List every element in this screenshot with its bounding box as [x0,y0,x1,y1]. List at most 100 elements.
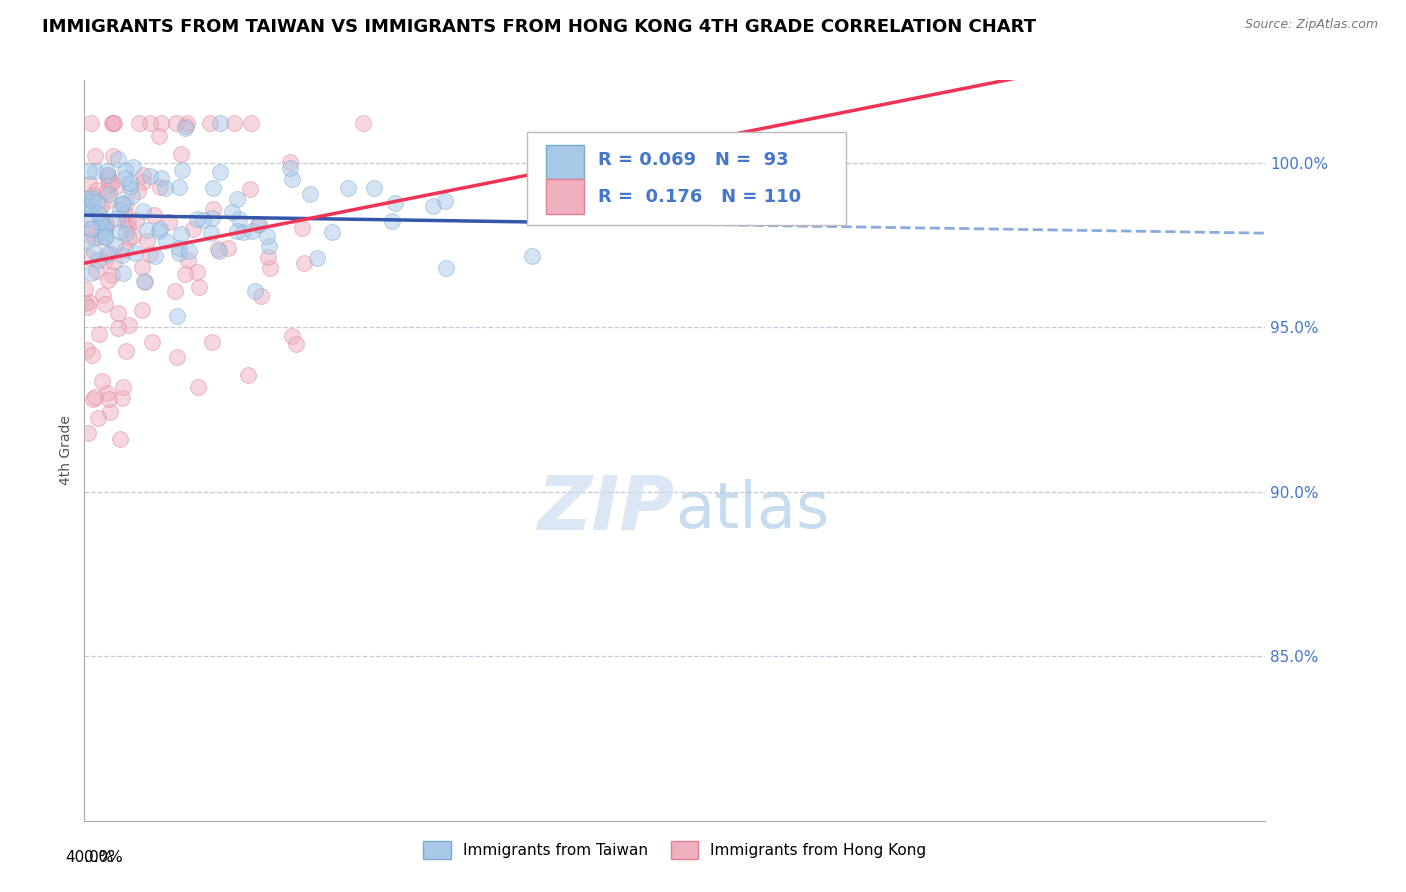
Point [87,253,110,268]
Point [111,195,134,210]
Point [98,392,121,406]
Point [202,181,225,195]
Point [77,220,100,235]
Point [83,390,105,404]
Point [149,222,172,236]
Point [200,211,222,226]
Point [141,335,163,350]
Point [150,171,173,186]
Point [97,168,120,182]
Point [256,228,278,243]
Point [105,211,128,226]
Point [118,231,141,245]
Point [77,300,100,314]
Point [98,187,121,202]
Point [75,282,97,296]
Point [222,116,245,130]
Point [174,119,197,133]
Point [103,116,125,130]
Point [114,163,136,178]
Point [97,177,120,191]
Point [209,116,232,130]
Point [104,238,127,252]
Point [281,172,304,186]
Point [94,297,117,311]
Point [79,266,101,280]
Text: R = 0.069   N =  93: R = 0.069 N = 93 [598,152,789,169]
Point [77,211,100,225]
Point [207,242,229,256]
Point [96,247,118,261]
Point [79,177,101,191]
Point [177,253,200,268]
Point [131,302,153,317]
Point [96,164,118,178]
Point [86,206,108,220]
Point [80,116,103,130]
Point [239,116,262,130]
Point [107,153,129,167]
Point [101,149,124,163]
Point [247,217,270,231]
Point [97,273,120,287]
Point [105,178,128,193]
Point [142,207,165,221]
Point [94,229,117,244]
Point [381,214,404,228]
Point [200,226,222,240]
Point [107,306,129,320]
Point [128,116,150,130]
Point [560,170,582,185]
Point [131,168,153,182]
Point [172,163,194,178]
Point [90,217,112,231]
Point [101,116,124,130]
Point [87,410,110,425]
Point [115,226,138,240]
Point [94,222,117,236]
Point [139,116,162,130]
Point [77,250,100,264]
Point [80,222,103,236]
Point [77,227,100,241]
Point [100,268,122,283]
Point [240,224,263,238]
Point [98,405,121,419]
Text: ZIP: ZIP [537,473,675,546]
Point [110,432,132,446]
Point [77,163,100,178]
Point [111,380,134,394]
Point [166,350,188,364]
Point [170,227,193,241]
Point [84,149,107,163]
Text: atlas: atlas [675,479,830,541]
Point [257,250,280,264]
Point [278,161,301,175]
Text: R =  0.176   N = 110: R = 0.176 N = 110 [598,187,801,205]
Point [103,116,125,130]
Point [522,249,544,263]
Point [86,195,108,210]
Point [169,180,191,194]
Point [111,196,134,211]
Point [181,222,204,236]
Point [298,187,321,202]
Point [96,386,118,401]
Point [187,380,209,394]
Point [80,198,103,212]
Point [89,208,111,222]
Point [86,183,108,197]
Point [352,116,374,130]
Point [363,180,385,194]
Point [120,176,142,190]
Point [280,328,302,343]
Point [149,180,172,194]
Point [179,244,201,258]
Point [155,234,177,248]
Text: IMMIGRANTS FROM TAIWAN VS IMMIGRANTS FROM HONG KONG 4TH GRADE CORRELATION CHART: IMMIGRANTS FROM TAIWAN VS IMMIGRANTS FRO… [42,18,1036,36]
Point [125,213,148,227]
Point [246,218,269,232]
Point [422,199,444,213]
Point [139,169,162,184]
Point [76,343,98,358]
